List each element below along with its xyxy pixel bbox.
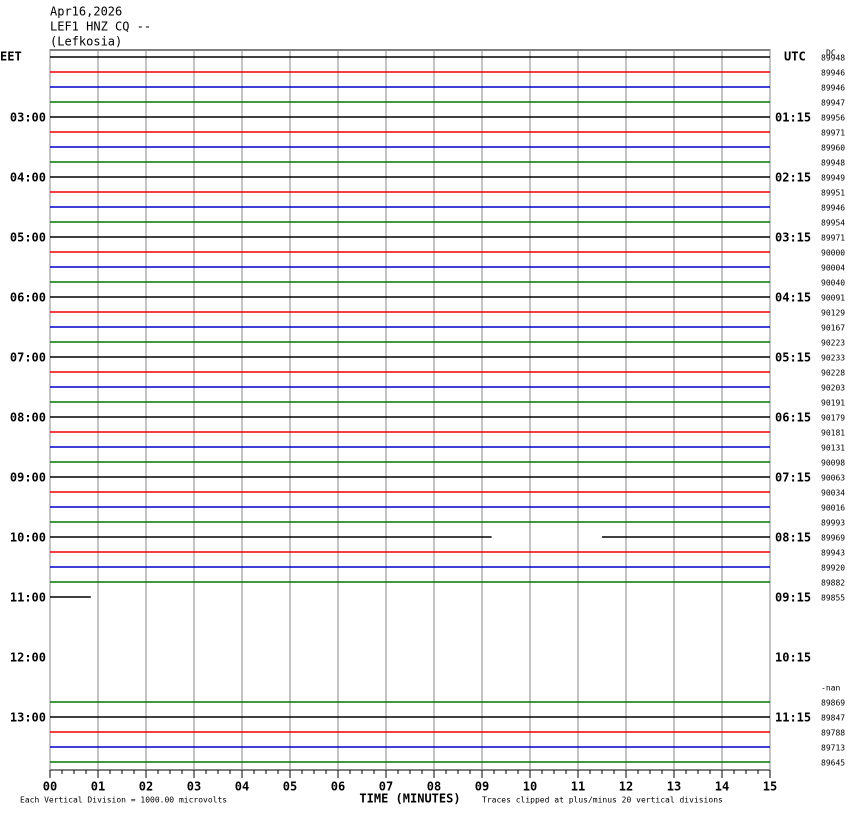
utc-label: 04:15 <box>775 291 811 305</box>
trace-label: 89713 <box>821 744 845 753</box>
trace-label: 89971 <box>821 129 845 138</box>
top-right-label: DC <box>826 49 836 58</box>
trace-label: 90063 <box>821 474 845 483</box>
trace-label: 90167 <box>821 324 845 333</box>
trace-label: 90203 <box>821 384 845 393</box>
trace-label: -nan <box>821 684 840 693</box>
left-axis-label: EET <box>0 50 22 64</box>
utc-label: 08:15 <box>775 531 811 545</box>
trace-label: 90016 <box>821 504 845 513</box>
trace-label: 89954 <box>821 219 845 228</box>
trace-label: 89951 <box>821 189 845 198</box>
x-tick-label: 04 <box>235 780 249 794</box>
eet-label: 05:00 <box>10 231 46 245</box>
x-tick-label: 00 <box>43 780 57 794</box>
utc-label: 01:15 <box>775 111 811 125</box>
eet-label: 11:00 <box>10 591 46 605</box>
trace-label: 90179 <box>821 414 845 423</box>
trace-label: 90181 <box>821 429 845 438</box>
title-line: Apr16,2026 <box>50 5 122 19</box>
utc-label: 09:15 <box>775 591 811 605</box>
trace-label: 89969 <box>821 534 845 543</box>
trace-label: 89869 <box>821 699 845 708</box>
utc-label: 07:15 <box>775 471 811 485</box>
trace-label: 90131 <box>821 444 845 453</box>
trace-label: 89920 <box>821 564 845 573</box>
x-tick-label: 14 <box>715 780 729 794</box>
trace-label: 89847 <box>821 714 845 723</box>
trace-label: 90223 <box>821 339 845 348</box>
eet-label: 10:00 <box>10 531 46 545</box>
title-line: LEF1 HNZ CQ -- <box>50 20 151 34</box>
x-tick-label: 03 <box>187 780 201 794</box>
x-axis-label: TIME (MINUTES) <box>359 792 460 806</box>
x-tick-label: 05 <box>283 780 297 794</box>
x-tick-label: 13 <box>667 780 681 794</box>
utc-label: 02:15 <box>775 171 811 185</box>
trace-label: 89855 <box>821 594 845 603</box>
trace-label: 90129 <box>821 309 845 318</box>
eet-label: 07:00 <box>10 351 46 365</box>
trace-label: 89960 <box>821 144 845 153</box>
x-tick-label: 06 <box>331 780 345 794</box>
utc-label: 10:15 <box>775 651 811 665</box>
right-axis-label: UTC <box>784 50 806 64</box>
trace-label: 89788 <box>821 729 845 738</box>
trace-label: 89956 <box>821 114 845 123</box>
trace-label: 90091 <box>821 294 845 303</box>
footer-left: Each Vertical Division = 1000.00 microvo… <box>20 796 227 805</box>
trace-label: 90191 <box>821 399 845 408</box>
x-tick-label: 08 <box>427 780 441 794</box>
eet-label: 08:00 <box>10 411 46 425</box>
trace-label: 89949 <box>821 174 845 183</box>
eet-label: 04:00 <box>10 171 46 185</box>
trace-label: 89948 <box>821 54 845 63</box>
x-tick-label: 15 <box>763 780 777 794</box>
title-line: (Lefkosia) <box>50 35 122 49</box>
trace-label: 90228 <box>821 369 845 378</box>
trace-label: 90233 <box>821 354 845 363</box>
trace-label: 90034 <box>821 489 845 498</box>
trace-label: 89946 <box>821 204 845 213</box>
trace-label: 89946 <box>821 69 845 78</box>
x-tick-label: 01 <box>91 780 105 794</box>
trace-label: 89971 <box>821 234 845 243</box>
eet-label: 06:00 <box>10 291 46 305</box>
x-tick-label: 09 <box>475 780 489 794</box>
trace-label: 90000 <box>821 249 845 258</box>
utc-label: 11:15 <box>775 711 811 725</box>
x-tick-label: 12 <box>619 780 633 794</box>
trace-label: 89943 <box>821 549 845 558</box>
eet-label: 13:00 <box>10 711 46 725</box>
trace-label: 89946 <box>821 84 845 93</box>
trace-label: 89947 <box>821 99 845 108</box>
utc-label: 03:15 <box>775 231 811 245</box>
eet-label: 12:00 <box>10 651 46 665</box>
utc-label: 05:15 <box>775 351 811 365</box>
footer-right: Traces clipped at plus/minus 20 vertical… <box>482 796 723 805</box>
trace-label: 89645 <box>821 759 845 768</box>
trace-label: 90098 <box>821 459 845 468</box>
eet-label: 09:00 <box>10 471 46 485</box>
eet-label: 03:00 <box>10 111 46 125</box>
trace-label: 89948 <box>821 159 845 168</box>
x-tick-label: 10 <box>523 780 537 794</box>
trace-label: 90040 <box>821 279 845 288</box>
x-tick-label: 11 <box>571 780 585 794</box>
trace-label: 90004 <box>821 264 845 273</box>
utc-label: 06:15 <box>775 411 811 425</box>
trace-label: 89993 <box>821 519 845 528</box>
x-tick-label: 02 <box>139 780 153 794</box>
x-tick-label: 07 <box>379 780 393 794</box>
trace-label: 89882 <box>821 579 845 588</box>
